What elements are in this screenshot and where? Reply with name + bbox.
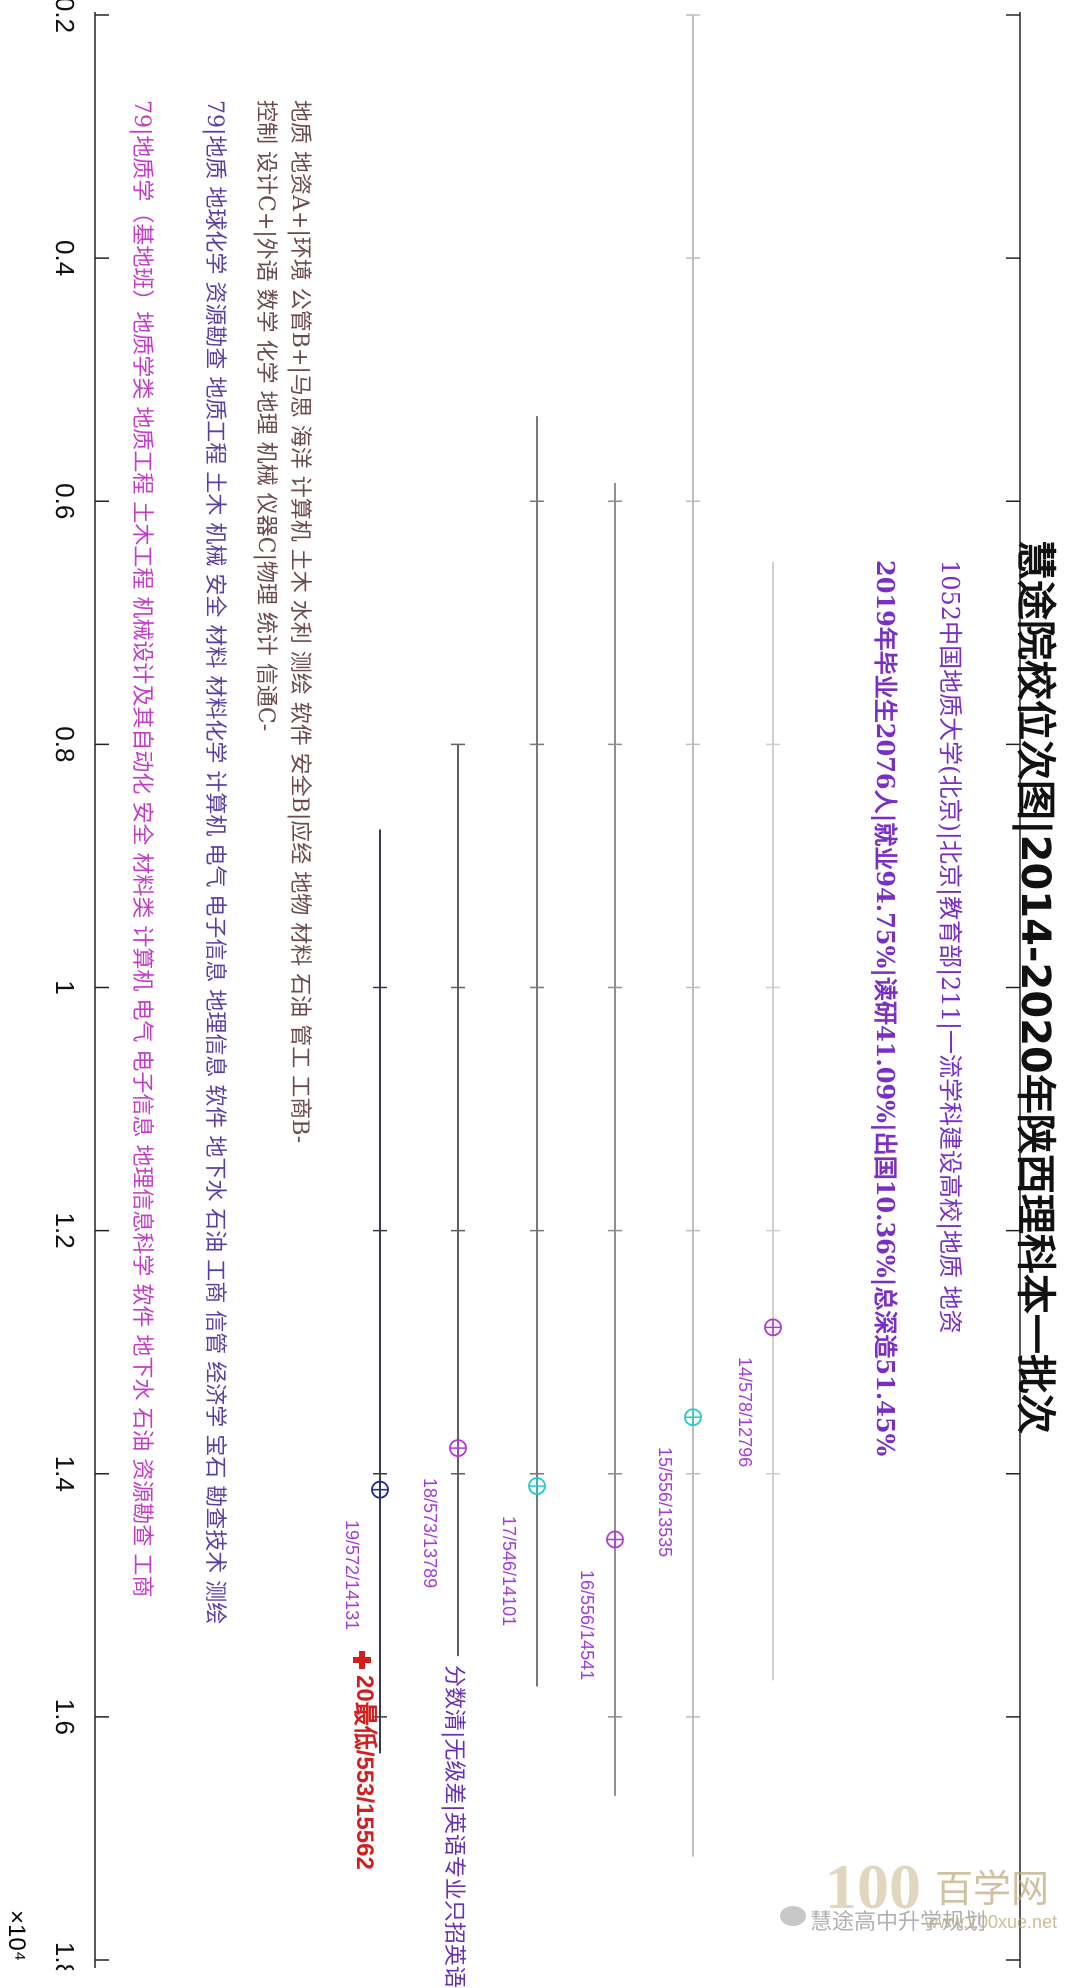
tick-label: 1.8 [50,1942,80,1970]
majors-2020: 79|地质学（基地班）地质学类 地质工程 土木工程 机械设计及其自动化 安全 材… [129,100,154,1598]
point-label-2018: 18/573/13789 [420,1478,440,1589]
chart-axes [94,12,1021,1968]
point-label-2014: 14/578/12796 [735,1357,755,1468]
tick-label: 0.8 [50,726,80,762]
min-rank-label: 20最低/553/15562 [351,1675,378,1870]
watermark-logo: 100 [825,1851,921,1922]
tick-label: 0.4 [50,240,80,276]
point-label-2019: 19/572/14131 [342,1519,362,1630]
tick-label: 0.2 [50,0,80,33]
tick-label: 1 [50,980,80,994]
point-label-2015: 15/556/13535 [655,1447,675,1558]
chart-series [353,14,782,1857]
graduate-stats: 2019年毕业生2076人|就业94.75%|读研41.09%|出国10.36%… [871,560,900,1457]
wechat-account: 慧途高中升学规划 [810,1910,987,1935]
tick-label: 1.4 [50,1456,80,1492]
tick-label: 1.2 [50,1213,80,1249]
chart-title: 慧途院校位次图|2014-2020年陕西理科本一批次 [1012,540,1058,1434]
axis-exponent: ×10⁴ [3,1910,30,1962]
watermark-brand: 百学网 [935,1867,1050,1911]
discipline-ratings-1: 地质 地资A+|环境 公管B+|马思 海洋 计算机 土木 水利 测绘 软件 安全… [287,100,312,1144]
wechat-icon [780,1906,806,1926]
point-label-2017: 17/546/14101 [499,1516,519,1627]
tick-label: 1.6 [50,1699,80,1735]
discipline-ratings-2: 控制 设计C+|外语 数学 化学 地理 机械 仪器C|物理 统计 信通C- [253,100,278,732]
point-label-2016: 16/556/14541 [577,1569,597,1680]
watermark-url: www.100xue.net [925,1912,1058,1932]
watermark: 100 百学网 www.100xue.net [825,1850,1075,1960]
chart-ticks: 0.2 0.4 0.6 0.8 1 1.2 1.4 1.6 1.8 [50,0,1020,1970]
min-marker-h [353,1657,371,1663]
legend-note: 分数清|无级差|英语专业只招英语 [441,1665,466,1988]
tick-label: 0.6 [50,483,80,519]
school-info: 1052中国地质大学(北京)|北京|教育部|211|一流学科建设高校|地质 地资 [936,560,964,1334]
majors-2019: 79|地质 地球化学 资源勘查 地质工程 土木 机械 安全 材料 材料化学 计算… [202,100,227,1625]
